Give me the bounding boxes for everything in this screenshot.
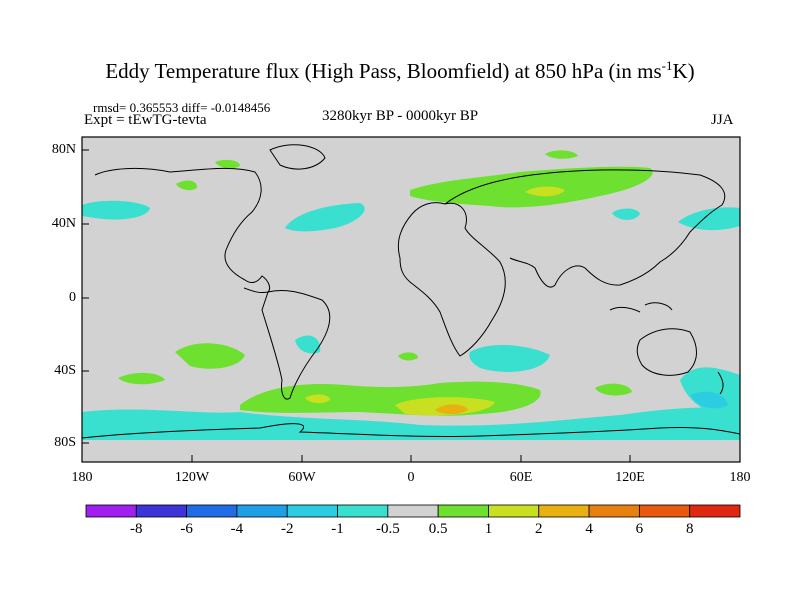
- colorbar-swatch: [588, 504, 640, 518]
- title-superscript: -1: [661, 58, 673, 73]
- colorbar-swatch: [387, 504, 439, 518]
- coast-new-zealand: [717, 371, 724, 395]
- colorbar-swatch: [337, 504, 389, 518]
- colorbar-label: -2: [280, 521, 294, 537]
- lat-label: 0: [69, 290, 76, 305]
- stats-text: rmsd= 0.365553 diff= -0.0148456: [93, 100, 271, 115]
- lon-label: 180: [71, 470, 93, 485]
- lat-label: 80S: [54, 435, 76, 450]
- colorbar-swatch: [186, 504, 238, 518]
- pos-region-canada: [215, 159, 240, 169]
- title-main: Eddy Temperature flux (High Pass, Bloomf…: [105, 59, 662, 83]
- coast-europe-africa: [397, 202, 506, 357]
- colorbar-label: 0.5: [428, 521, 448, 537]
- lat-label: 40N: [51, 216, 76, 231]
- title-end: K): [672, 59, 695, 83]
- lon-label: 60E: [509, 470, 533, 485]
- pos-region-north-pacific-west: [176, 180, 198, 191]
- lon-label: 0: [407, 470, 415, 485]
- pos-region-pacific-south: [118, 372, 165, 385]
- colorbar-swatch: [538, 504, 590, 518]
- period-label: 3280kyr BP - 0000kyr BP: [322, 108, 479, 124]
- colorbar-label: -8: [130, 521, 143, 537]
- colorbar-label: 8: [685, 521, 694, 537]
- experiment-label: Expt = tEwTG-tevta: [84, 112, 207, 128]
- colorbar-label: -1: [331, 521, 344, 537]
- colorbar-swatch: [135, 504, 188, 518]
- lat-label: 40S: [54, 363, 76, 378]
- coast-indonesia: [609, 302, 673, 313]
- lon-label: 120W: [174, 470, 210, 485]
- colorbar-label: 6: [635, 521, 644, 537]
- colorbar-swatch: [286, 504, 338, 518]
- coast-north-america: [94, 167, 271, 293]
- colorbar-swatch: [236, 504, 288, 518]
- lon-label: 120E: [615, 470, 645, 485]
- neg-region-southeast-pacific: [690, 391, 728, 409]
- neg-region-north-pacific-east: [678, 207, 740, 231]
- coast-greenland: [269, 144, 326, 170]
- pos-region-drake: [305, 394, 330, 404]
- coast-eurasia: [444, 169, 726, 288]
- map-title: Eddy Temperature flux (High Pass, Bloomf…: [0, 58, 800, 84]
- anomaly-fields: [82, 150, 740, 440]
- coast-south-america: [261, 289, 331, 400]
- colorbar: [85, 504, 741, 518]
- colorbar-label: -6: [180, 521, 193, 537]
- colorbar-label: 2: [535, 521, 543, 537]
- pos-region-southern-ocean-peak: [435, 404, 468, 415]
- neg-region-south-america: [295, 335, 321, 354]
- neg-region-southern-band: [82, 407, 740, 440]
- colorbar-swatch: [85, 504, 137, 518]
- neg-region-north-atlantic: [285, 203, 365, 232]
- colorbar-label: 4: [585, 521, 593, 537]
- pos-region-eurasia-core: [525, 186, 565, 197]
- season-label: JJA: [711, 112, 734, 128]
- pos-region-south-pacific: [175, 343, 245, 369]
- neg-region-north-pacific: [82, 200, 150, 220]
- lat-label: 80N: [51, 142, 76, 157]
- pos-region-indian-south: [595, 383, 632, 396]
- coast-australia: [636, 328, 697, 376]
- lon-label: 180: [729, 470, 751, 485]
- lon-label: 60W: [288, 470, 316, 485]
- colorbar-label: 1: [484, 521, 493, 537]
- colorbar-swatch: [638, 504, 691, 518]
- pos-region-arctic: [545, 150, 578, 159]
- coast-antarctica: [82, 423, 740, 439]
- colorbar-label: -0.5: [375, 521, 400, 537]
- pos-region-south-atlantic-small: [398, 352, 418, 361]
- axis-ticks: [81, 149, 741, 462]
- neg-region-asia: [612, 208, 640, 220]
- neg-region-south-indian: [469, 344, 550, 372]
- colorbar-swatch: [437, 504, 489, 518]
- pos-region-eurasia: [410, 166, 653, 208]
- colorbar-swatch: [488, 504, 540, 518]
- colorbar-swatch: [689, 504, 741, 518]
- colorbar-label: -4: [230, 521, 244, 537]
- coastlines: [82, 144, 740, 439]
